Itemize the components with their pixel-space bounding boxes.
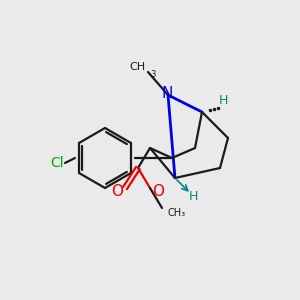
Text: N: N [161, 86, 173, 101]
Text: CH: CH [129, 62, 145, 72]
Text: CH₃: CH₃ [167, 208, 185, 218]
Text: Cl: Cl [50, 156, 64, 170]
Text: 3: 3 [150, 70, 155, 79]
Text: H: H [218, 94, 228, 107]
Text: O: O [111, 184, 123, 200]
Text: H: H [188, 190, 198, 202]
Text: O: O [152, 184, 164, 200]
